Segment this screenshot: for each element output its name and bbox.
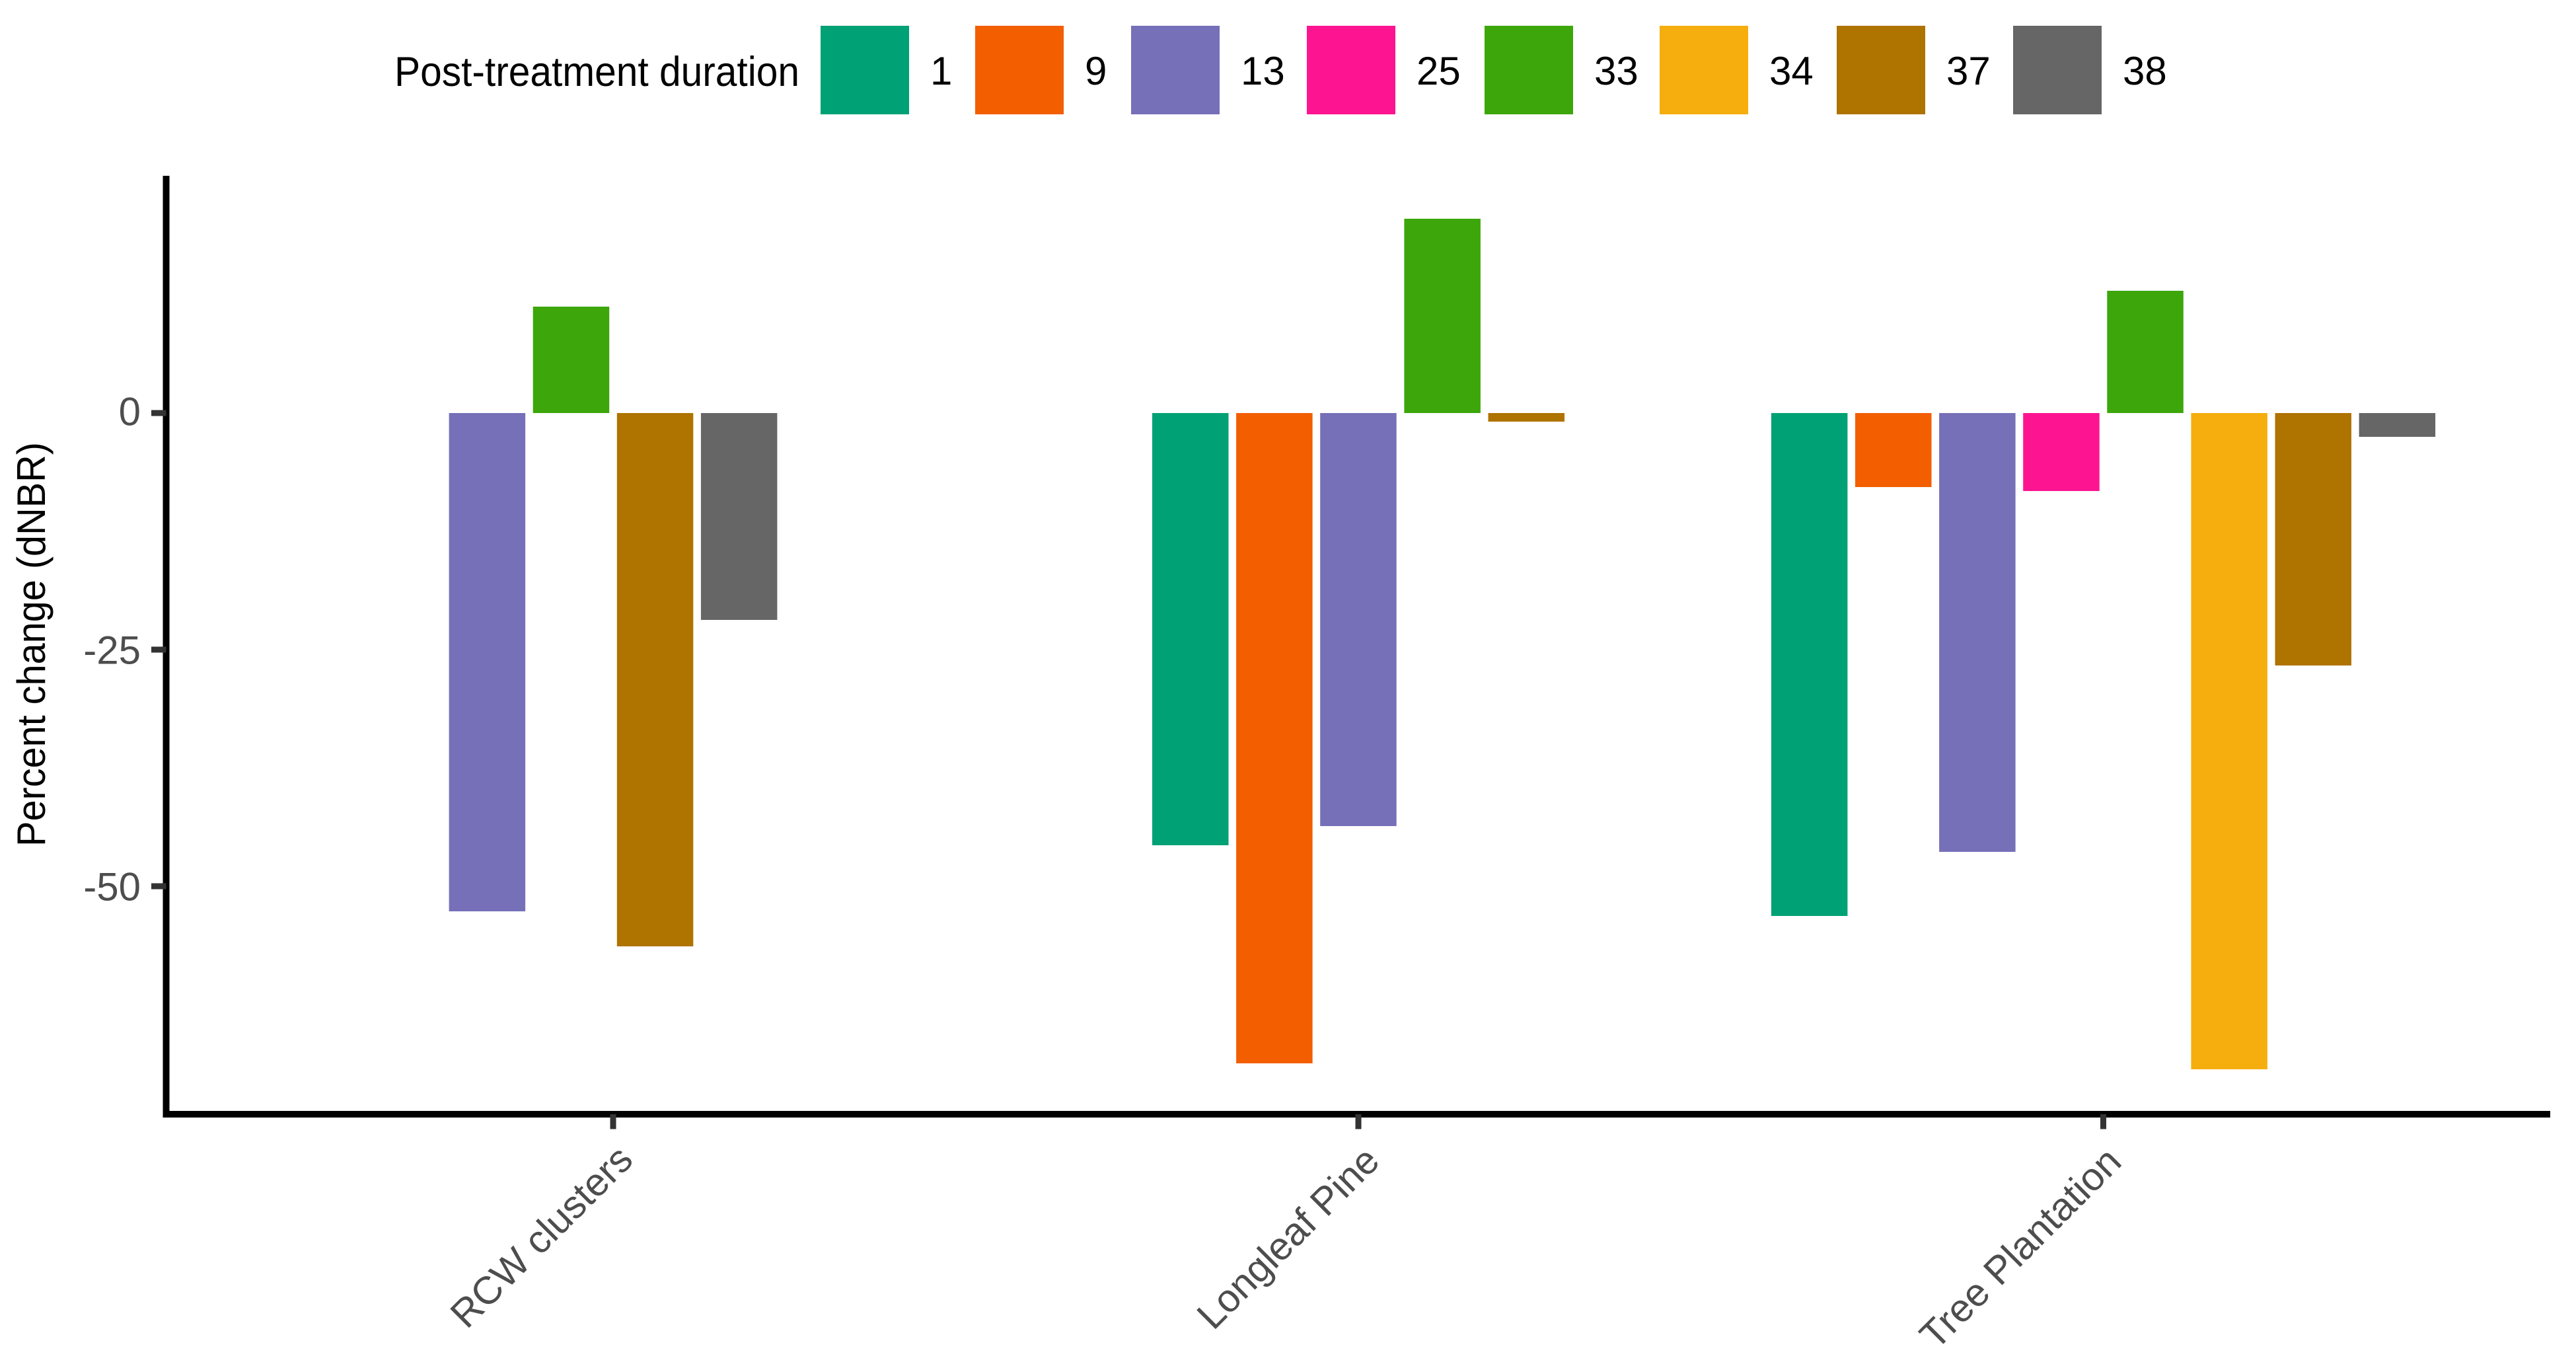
svg-text:9: 9 <box>1085 49 1107 93</box>
svg-text:25: 25 <box>1417 49 1461 93</box>
svg-text:-50: -50 <box>83 865 141 909</box>
svg-text:Percent change (dNBR): Percent change (dNBR) <box>9 442 54 847</box>
svg-text:33: 33 <box>1594 49 1638 93</box>
svg-text:13: 13 <box>1241 49 1285 93</box>
svg-text:0: 0 <box>119 390 141 434</box>
svg-text:37: 37 <box>1946 49 1991 93</box>
svg-text:-25: -25 <box>83 628 141 673</box>
svg-text:Post-treatment duration: Post-treatment duration <box>394 49 799 95</box>
svg-text:38: 38 <box>2123 49 2167 93</box>
svg-text:34: 34 <box>1769 49 1814 93</box>
svg-text:1: 1 <box>930 49 952 93</box>
